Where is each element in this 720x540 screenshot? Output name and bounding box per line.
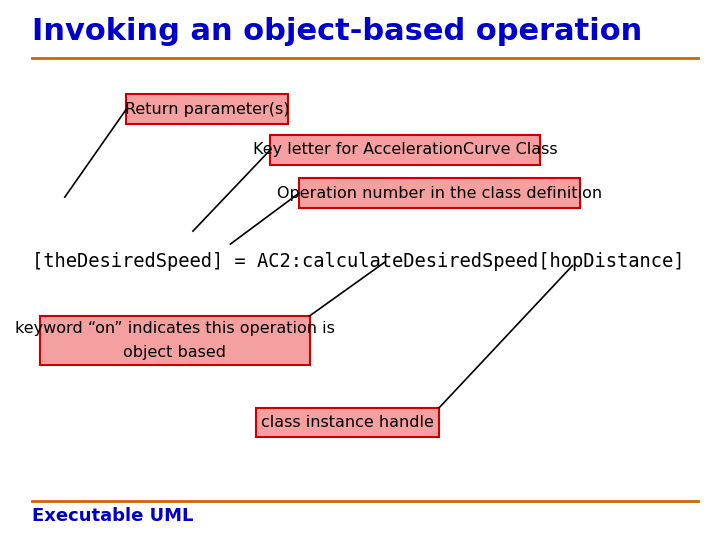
- FancyBboxPatch shape: [126, 94, 288, 124]
- Text: [theDesiredSpeed] = AC2:calculateDesiredSpeed[hopDistance]: [theDesiredSpeed] = AC2:calculateDesired…: [32, 252, 696, 272]
- Text: Return parameter(s): Return parameter(s): [125, 102, 289, 117]
- FancyBboxPatch shape: [40, 316, 310, 364]
- Text: Executable UML: Executable UML: [32, 507, 194, 525]
- FancyBboxPatch shape: [256, 408, 439, 437]
- Text: Operation number in the class definition: Operation number in the class definition: [276, 186, 602, 200]
- FancyBboxPatch shape: [299, 178, 580, 208]
- Text: Key letter for AccelerationCurve Class: Key letter for AccelerationCurve Class: [253, 143, 557, 157]
- FancyBboxPatch shape: [270, 135, 540, 165]
- Text: class instance handle: class instance handle: [261, 415, 434, 430]
- Text: Invoking an object-based operation: Invoking an object-based operation: [32, 17, 643, 46]
- Text: object based: object based: [123, 345, 226, 360]
- Text: keyword “on” indicates this operation is: keyword “on” indicates this operation is: [14, 321, 335, 335]
